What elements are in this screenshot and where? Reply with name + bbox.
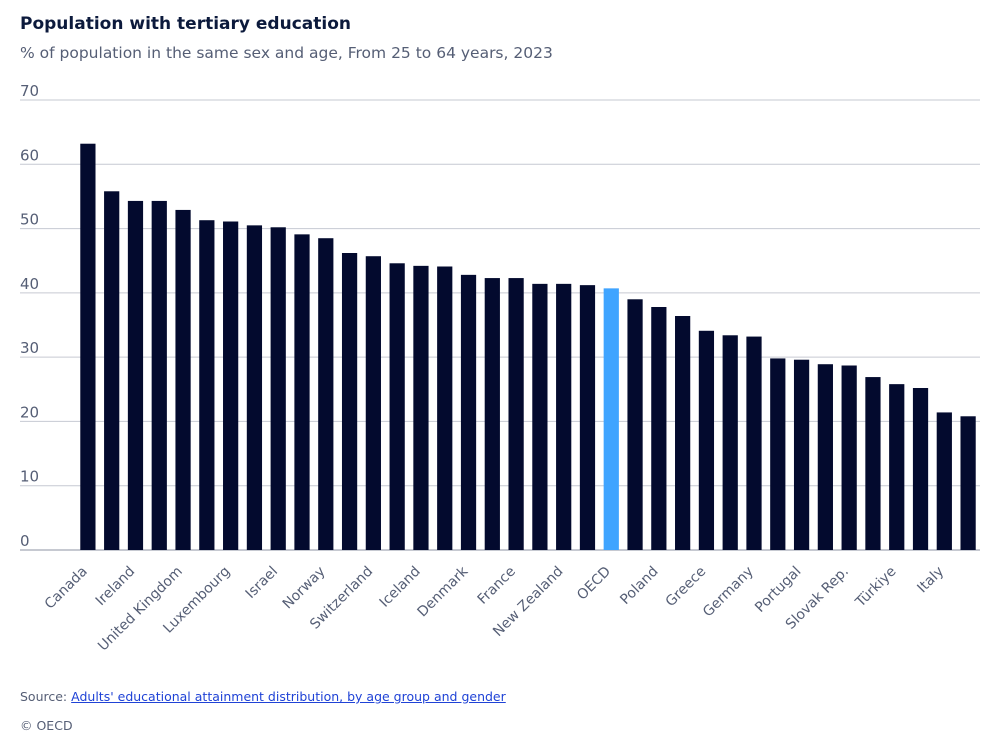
x-tick-label: Italy [914,564,947,597]
bar[interactable] [556,283,572,550]
bar[interactable] [651,307,667,550]
bar[interactable] [936,412,952,550]
x-tick-label: Ireland [93,564,139,610]
bar[interactable] [603,288,619,550]
y-tick-label: 60 [20,146,39,164]
x-tick-label: Türkiye [852,564,899,611]
y-tick-label: 30 [20,339,39,357]
x-tick-label: OECD [574,564,614,604]
bar[interactable] [270,227,286,551]
bar[interactable] [127,200,144,550]
y-tick-label: 0 [20,532,30,550]
bar[interactable] [532,283,548,550]
y-tick-label: 50 [20,211,39,229]
bar[interactable] [889,384,905,550]
x-tick-label: Norway [280,564,329,613]
bar[interactable] [199,220,215,550]
bar[interactable] [817,364,833,550]
bar[interactable] [793,359,810,550]
bar[interactable] [104,191,120,551]
source-link[interactable]: Adults' educational attainment distribut… [71,689,506,704]
bar[interactable] [294,234,310,550]
chart-subtitle: % of population in the same sex and age,… [20,44,553,62]
x-tick-label: Israel [243,564,281,602]
x-tick-label: Poland [617,564,661,608]
bar[interactable] [151,200,167,550]
bar[interactable] [722,335,738,550]
bar[interactable] [437,266,453,551]
x-tick-label: Greece [663,564,710,611]
bar[interactable] [912,388,929,550]
bar[interactable] [770,358,786,550]
bar[interactable] [223,221,239,551]
bar[interactable] [865,377,881,550]
x-tick-label: Iceland [377,564,424,611]
x-tick-label: Denmark [415,563,472,620]
bar[interactable] [675,316,691,550]
source-prefix: Source: [20,689,68,704]
chart-title: Population with tertiary education [20,14,351,34]
y-tick-label: 40 [20,275,39,293]
bar[interactable] [698,330,715,550]
bar[interactable] [175,209,191,550]
bar[interactable] [746,336,762,550]
bar[interactable] [246,225,263,550]
x-tick-label: Canada [42,564,91,613]
bar[interactable] [460,274,477,550]
bar[interactable] [841,365,857,551]
bar[interactable] [318,238,334,550]
bar[interactable] [365,256,381,550]
bar[interactable] [627,299,643,550]
x-tick-label: United Kingdom [95,564,186,655]
y-tick-label: 10 [20,468,39,486]
y-tick-label: 20 [20,403,39,421]
x-tick-label: France [475,564,519,608]
y-tick-label: 70 [20,82,39,100]
bar[interactable] [579,285,596,550]
x-tick-label: Germany [700,564,757,621]
bar[interactable] [80,143,96,550]
bar[interactable] [341,253,358,550]
bar[interactable] [508,278,524,550]
bar[interactable] [389,263,405,550]
source-note: Source: Adults' educational attainment d… [20,689,506,704]
bar[interactable] [413,265,429,550]
bar[interactable] [960,416,976,550]
copyright-text: © OECD [20,718,73,733]
bar[interactable] [484,278,500,550]
